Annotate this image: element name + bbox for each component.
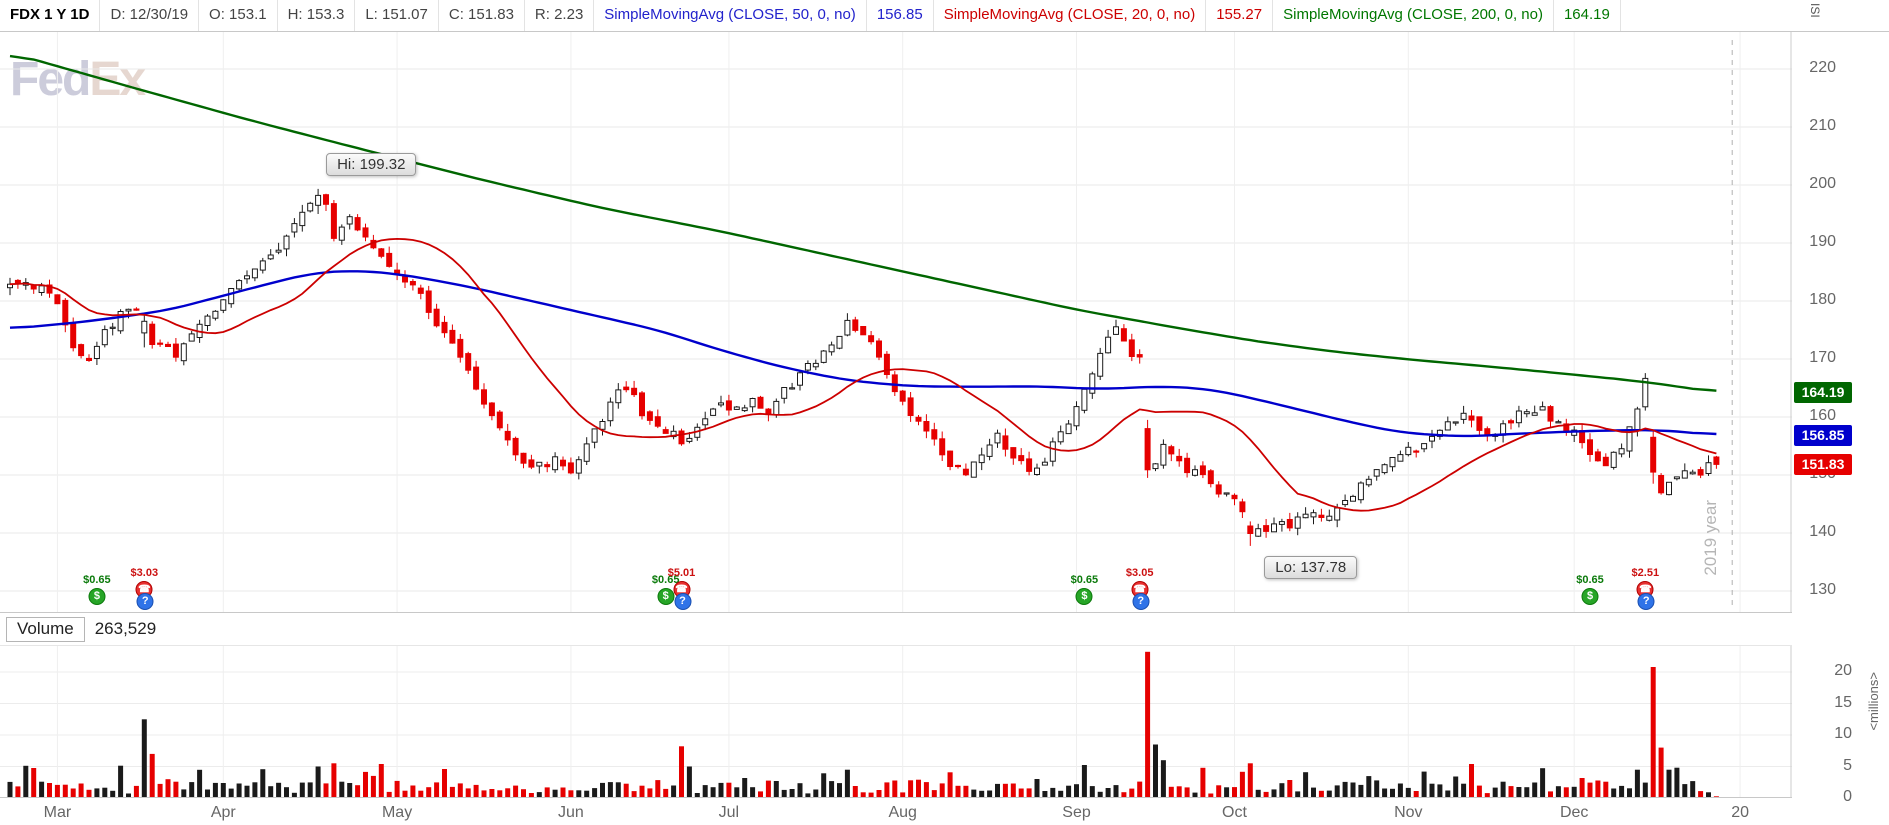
volume-tick: 10 [1834,725,1852,742]
fedex-watermark: FedEx [10,52,146,107]
sma50-line[interactable] [9,270,1717,438]
volume-tick: 20 [1834,662,1852,679]
candlesticks [7,188,1720,546]
year-divider-label: 2019 year [1701,500,1720,576]
volume-tick: 5 [1843,756,1852,774]
price-tick: 130 [1809,581,1836,598]
toolbar-field-5: R: 2.23 [525,0,595,31]
study-label-0[interactable]: SimpleMovingAvg (CLOSE, 50, 0, no) [594,0,867,31]
note-icon[interactable]: ? [136,593,154,610]
volume-last-value: 263,529 [94,619,157,638]
price-gridlines [0,32,1792,612]
note-icon[interactable]: ? [674,593,691,610]
volume-title[interactable]: Volume [6,616,85,642]
month-label: 20 [1731,804,1749,821]
rotated-corner-label: ISI [1808,3,1822,18]
study-value-1: 155.27 [1206,0,1274,31]
month-label: Sep [1062,804,1091,821]
toolbar-field-4: C: 151.83 [439,0,525,31]
dividend-amount-label: $0.65 [651,574,680,586]
volume-header: Volume 263,529 [0,612,1792,646]
price-axis[interactable]: 220210200190180170160150140130164.19156.… [1792,32,1889,612]
price-tick: 210 [1809,117,1836,134]
study-label-2[interactable]: SimpleMovingAvg (CLOSE, 200, 0, no) [1273,0,1554,31]
note-icon[interactable]: ? [1132,593,1150,610]
toolbar-field-0: D: 12/30/19 [100,0,200,31]
month-label: Jun [557,804,584,821]
note-icon[interactable]: ? [1637,593,1655,610]
dividend-amount-label: $0.65 [83,574,111,586]
price-label-bubble-2: 151.83 [1794,453,1852,475]
earnings-eps-label: $2.51 [1631,567,1660,579]
earnings-eps-label: $3.05 [1125,567,1154,579]
toolbar-field-3: L: 151.07 [355,0,439,31]
price-tick: 200 [1809,175,1836,192]
price-label-bubble-0: 164.19 [1794,382,1852,404]
symbol-timeframe[interactable]: FDX 1 Y 1D [0,0,101,31]
dividend-amount-label: $0.65 [1070,574,1099,586]
price-label-bubble-1: 156.85 [1794,424,1852,446]
month-label: Apr [210,804,236,821]
price-tick: 190 [1809,233,1836,250]
time-axis[interactable]: Mar Apr May Jun Jul Aug Sep Oct Nov Dec 20 [0,798,1792,825]
high-annotation: Hi: 199.32 [326,152,417,176]
dividend-icon[interactable]: $ [88,588,106,605]
earnings-eps-label: $3.03 [130,567,159,579]
volume-tick: 0 [1843,788,1852,805]
month-label: Mar [43,804,72,821]
price-plot[interactable] [0,32,1792,612]
watermark-fed: Fed [10,53,91,106]
study-label-1[interactable]: SimpleMovingAvg (CLOSE, 20, 0, no) [934,0,1207,31]
price-tick: 140 [1809,523,1836,540]
watermark-ex: Ex [89,53,146,106]
price-tick: 170 [1809,349,1836,366]
month-label: Nov [1394,804,1423,821]
toolbar-field-1: O: 153.1 [199,0,278,31]
chart-toolbar: FDX 1 Y 1D D: 12/30/19 O: 153.1 H: 153.3 L:… [0,0,1889,32]
volume-gridlines [0,646,1792,798]
month-label: Dec [1559,804,1589,821]
price-tick: 220 [1809,59,1836,76]
price-tick: 160 [1809,407,1836,424]
sma200-line[interactable] [9,54,1717,392]
volume-plot[interactable] [0,646,1792,798]
month-label: Aug [888,804,917,821]
toolbar-field-2: H: 153.3 [278,0,356,31]
sma20-line[interactable] [9,237,1717,512]
month-label: Jul [718,804,740,821]
dividend-icon[interactable]: $ [1075,588,1093,605]
month-label: May [381,804,413,821]
price-tick: 180 [1809,291,1836,308]
month-label: Oct [1222,804,1247,821]
low-annotation: Lo: 137.78 [1264,555,1358,579]
volume-tick: 15 [1834,693,1852,711]
dividend-amount-label: $0.65 [1576,574,1604,586]
volume-unit-label: <millions> [1866,672,1881,731]
study-value-2: 164.19 [1554,0,1621,31]
dividend-icon[interactable]: $ [657,588,675,605]
study-value-0: 156.85 [867,0,934,31]
earnings-eps-label: $5.01 [667,567,696,579]
volume-bars [7,651,1719,798]
price-chart-area[interactable]: FedEx Hi: 199.32 Lo: 137.78 $0.65 $ $0.65 $… [0,32,1792,612]
dividend-icon[interactable]: $ [1581,588,1599,605]
